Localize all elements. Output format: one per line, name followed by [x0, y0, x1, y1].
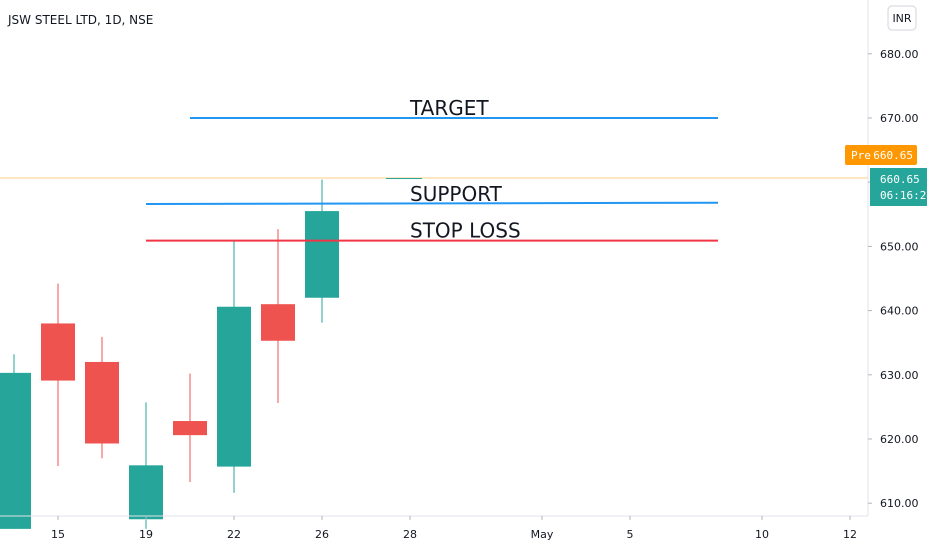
time-tick-label: 22 — [227, 528, 241, 541]
candle-4 — [173, 373, 207, 483]
drawing-label: SUPPORT — [410, 182, 503, 206]
price-tick-label: 680.00 — [880, 48, 919, 61]
drawing-label: STOP LOSS — [410, 219, 521, 243]
candle-7 — [305, 179, 339, 323]
time-tick-label: 28 — [403, 528, 417, 541]
last-price-value: 660.65 — [880, 173, 920, 186]
time-tick-label: 12 — [843, 528, 857, 541]
candle-body — [217, 306, 251, 467]
candle-6 — [261, 229, 295, 404]
pre-value: 660.65 — [873, 149, 913, 162]
time-axis[interactable]: 15 19 22 26 28 May 5 10 12 — [0, 515, 868, 541]
symbol-title[interactable]: JSW STEEL LTD, 1D, NSE — [7, 13, 153, 27]
candle-body — [173, 421, 207, 436]
drawings-layer[interactable]: TARGET SUPPORT STOP LOSS — [145, 96, 719, 243]
time-tick-label: 19 — [139, 528, 153, 541]
drawing-label: TARGET — [409, 96, 489, 120]
price-tick-label: 670.00 — [880, 112, 919, 125]
price-tick-label: 630.00 — [880, 369, 919, 382]
currency-label: INR — [892, 12, 911, 25]
time-tick-label: 10 — [755, 528, 769, 541]
candle-2 — [85, 336, 119, 459]
pre-market-tag: Pre 660.65 — [845, 145, 917, 165]
horizontal-ray[interactable] — [145, 201, 719, 206]
candle-body — [41, 323, 75, 381]
candle-1 — [41, 283, 75, 466]
candle-body — [0, 372, 31, 529]
last-price-tag: 660.65 06:16:24 — [870, 168, 932, 206]
candle-8 — [386, 178, 422, 180]
candle-body — [386, 178, 422, 180]
price-axis[interactable]: 680.00670.00660.00650.00640.00630.00620.… — [867, 0, 919, 516]
price-tick-label: 640.00 — [880, 305, 919, 318]
drawing-line-support[interactable]: SUPPORT — [145, 182, 719, 206]
candle-5 — [217, 241, 251, 493]
time-tick-label: 15 — [51, 528, 65, 541]
countdown-timer: 06:16:24 — [880, 189, 932, 202]
drawing-line-target[interactable]: TARGET — [190, 96, 718, 120]
price-tick-label: 620.00 — [880, 433, 919, 446]
time-tick-label: May — [531, 528, 554, 541]
price-tick-label: 650.00 — [880, 240, 919, 253]
drawing-line-stop-loss[interactable]: STOP LOSS — [146, 219, 718, 243]
candle-body — [305, 211, 339, 298]
candles-layer — [0, 178, 422, 529]
time-tick-label: 26 — [315, 528, 329, 541]
candle-body — [261, 304, 295, 341]
time-tick-label: 5 — [627, 528, 634, 541]
candle-0 — [0, 354, 31, 529]
pre-label: Pre — [851, 149, 871, 162]
candle-3 — [129, 402, 163, 529]
candle-body — [85, 361, 119, 444]
currency-button[interactable]: INR — [887, 5, 917, 31]
price-tick-label: 610.00 — [880, 497, 919, 510]
candle-body — [129, 465, 163, 520]
